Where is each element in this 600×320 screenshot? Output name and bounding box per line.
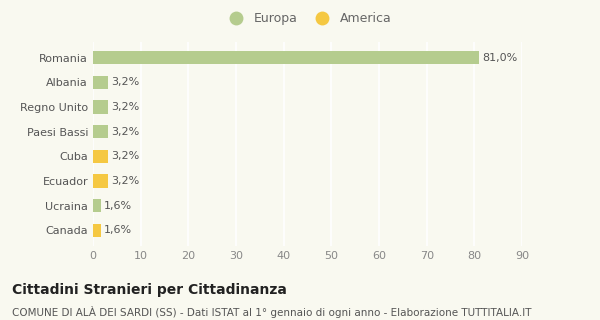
Text: 3,2%: 3,2%	[111, 127, 139, 137]
Bar	[93, 51, 479, 64]
Text: 3,2%: 3,2%	[111, 77, 139, 87]
Text: COMUNE DI ALÀ DEI SARDI (SS) - Dati ISTAT al 1° gennaio di ogni anno - Elaborazi: COMUNE DI ALÀ DEI SARDI (SS) - Dati ISTA…	[12, 306, 532, 317]
Bar	[93, 199, 101, 212]
Text: 3,2%: 3,2%	[111, 151, 139, 161]
Text: 3,2%: 3,2%	[111, 176, 139, 186]
Text: 1,6%: 1,6%	[103, 225, 131, 235]
Bar	[93, 100, 108, 114]
Legend: Europa, America: Europa, America	[218, 7, 397, 30]
Bar	[93, 149, 108, 163]
Text: Cittadini Stranieri per Cittadinanza: Cittadini Stranieri per Cittadinanza	[12, 283, 287, 297]
Text: 1,6%: 1,6%	[103, 201, 131, 211]
Text: 3,2%: 3,2%	[111, 102, 139, 112]
Bar	[93, 76, 108, 89]
Bar	[93, 125, 108, 139]
Bar	[93, 174, 108, 188]
Text: 81,0%: 81,0%	[482, 53, 517, 63]
Bar	[93, 224, 101, 237]
